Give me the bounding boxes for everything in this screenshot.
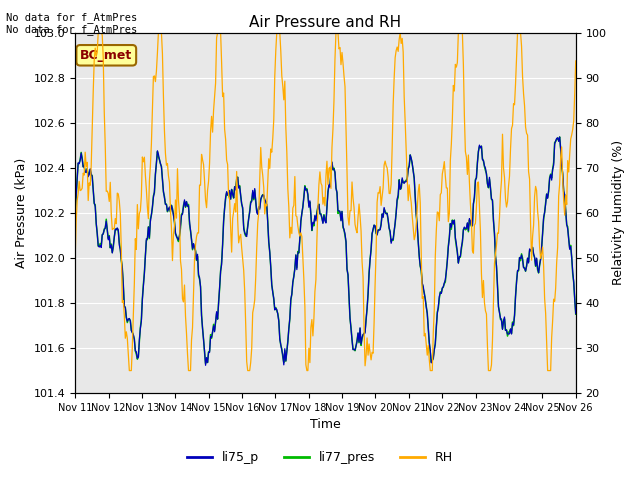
Legend: li75_p, li77_pres, RH: li75_p, li77_pres, RH [182, 446, 458, 469]
Text: BC_met: BC_met [80, 49, 132, 62]
Y-axis label: Air Pressure (kPa): Air Pressure (kPa) [15, 158, 28, 268]
Title: Air Pressure and RH: Air Pressure and RH [250, 15, 401, 30]
Y-axis label: Relativity Humidity (%): Relativity Humidity (%) [612, 140, 625, 286]
Text: No data for f_AtmPres: No data for f_AtmPres [6, 12, 138, 23]
Text: No data for f_AtmPres: No data for f_AtmPres [6, 24, 138, 35]
X-axis label: Time: Time [310, 419, 341, 432]
